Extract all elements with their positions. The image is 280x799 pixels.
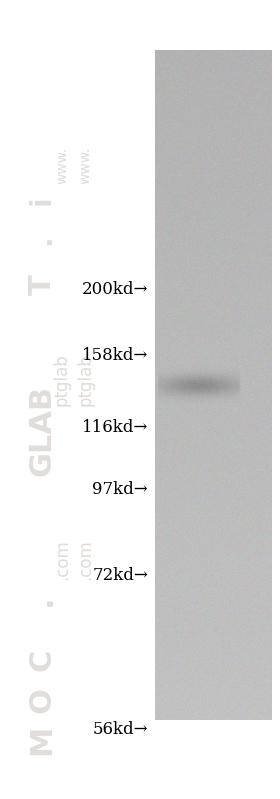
Text: 56kd→: 56kd→ xyxy=(92,721,148,738)
Text: ptglab: ptglab xyxy=(76,354,94,407)
Text: .: . xyxy=(27,594,57,606)
Text: T: T xyxy=(27,275,57,296)
Text: .: . xyxy=(28,235,56,245)
Text: O: O xyxy=(27,687,57,713)
Text: ptglab: ptglab xyxy=(53,354,71,407)
Text: i: i xyxy=(28,195,56,205)
Text: 97kd→: 97kd→ xyxy=(92,482,148,499)
Text: www.: www. xyxy=(78,146,92,184)
Text: .com: .com xyxy=(76,539,94,580)
Text: 158kd→: 158kd→ xyxy=(82,347,148,364)
Text: M: M xyxy=(27,725,57,755)
Text: 200kd→: 200kd→ xyxy=(82,281,148,299)
Text: www.: www. xyxy=(55,146,69,184)
Text: 72kd→: 72kd→ xyxy=(92,566,148,583)
Text: .com: .com xyxy=(53,539,71,580)
Text: C: C xyxy=(27,649,57,671)
Text: GLAB: GLAB xyxy=(27,384,57,475)
Text: 116kd→: 116kd→ xyxy=(82,419,148,436)
